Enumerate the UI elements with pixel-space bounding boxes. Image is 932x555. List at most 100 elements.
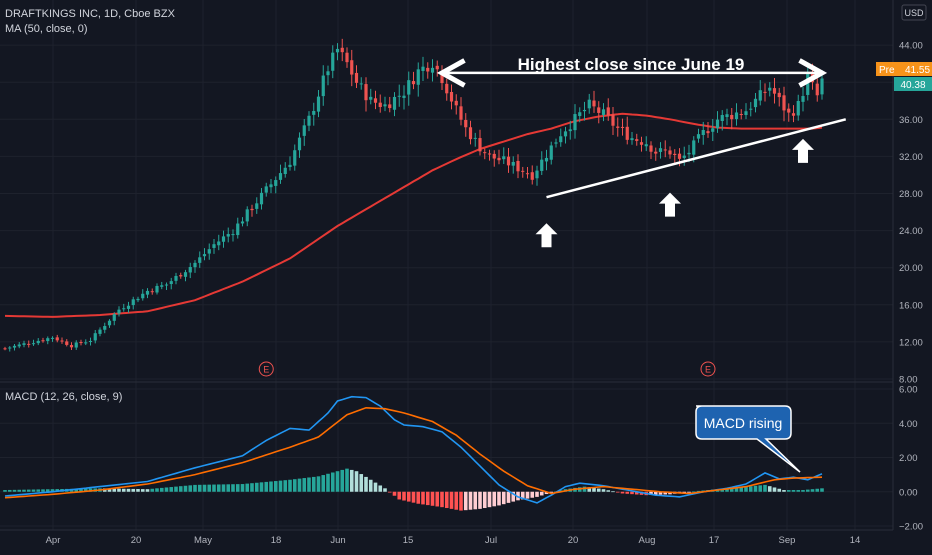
- candle-body: [388, 104, 392, 109]
- candle-body: [278, 173, 283, 180]
- candle: [554, 138, 558, 148]
- pre-market-price: 41.55: [905, 65, 930, 76]
- candle-body: [212, 244, 216, 248]
- macd-histogram-bar: [796, 490, 801, 492]
- candle-body: [530, 172, 534, 180]
- candle: [502, 147, 506, 165]
- candle: [525, 166, 530, 179]
- macd-callout-bubble: [695, 405, 801, 473]
- candle-body: [155, 285, 159, 293]
- candle: [60, 337, 64, 344]
- candle: [663, 140, 667, 158]
- candle: [696, 128, 701, 143]
- candle: [487, 149, 492, 161]
- candle-body: [654, 151, 658, 154]
- macd-histogram-bar: [601, 489, 606, 492]
- candle-body: [269, 184, 273, 188]
- candle-body: [193, 262, 197, 268]
- candle-body: [568, 129, 572, 132]
- candle-body: [606, 107, 610, 116]
- macd-histogram-bar: [26, 489, 31, 492]
- macd-histogram-bar: [311, 476, 316, 492]
- candle-body: [350, 60, 354, 75]
- candle: [122, 303, 126, 312]
- macd-histogram-bar: [691, 491, 696, 493]
- macd-histogram-bar: [273, 481, 278, 492]
- macd-callout-text: MACD rising: [704, 415, 783, 431]
- macd-histogram-bar: [430, 491, 435, 506]
- up-arrow-icon: [792, 138, 814, 163]
- macd-histogram-bar: [402, 491, 406, 501]
- candle-body: [50, 337, 55, 339]
- candle-body: [136, 298, 140, 301]
- candle-body: [692, 140, 696, 155]
- candle-body: [473, 137, 477, 139]
- candle: [160, 281, 164, 290]
- candle: [606, 98, 610, 121]
- currency-button[interactable]: USD: [901, 4, 927, 21]
- macd-histogram-bar: [753, 485, 758, 492]
- candle-body: [668, 150, 672, 155]
- candle-body: [658, 148, 663, 152]
- candle-body: [312, 110, 316, 115]
- macd-histogram-bar: [606, 490, 611, 492]
- candle-body: [283, 167, 287, 175]
- time-tick-label: May: [194, 535, 212, 546]
- candle: [392, 92, 397, 117]
- candle: [739, 109, 743, 120]
- macd-histogram-bar: [649, 491, 653, 496]
- macd-histogram-bar: [269, 481, 273, 492]
- macd-histogram-bar: [178, 486, 183, 492]
- candle-body: [511, 161, 515, 166]
- macd-histogram-bar: [254, 482, 259, 492]
- macd-histogram-bar: [259, 482, 264, 492]
- candle-body: [644, 144, 648, 147]
- candle-body: [402, 95, 406, 98]
- candle: [673, 149, 677, 164]
- candle-body: [611, 114, 615, 126]
- macd-histogram-bar: [729, 487, 734, 492]
- candle: [711, 119, 715, 142]
- earnings-marker-label: E: [705, 365, 711, 375]
- price-tick-label: 28.00: [899, 189, 923, 200]
- macd-histogram-bar: [535, 491, 539, 497]
- price-tick-label: 32.00: [899, 152, 923, 163]
- candle: [725, 108, 729, 126]
- candle-body: [554, 142, 558, 144]
- macd-histogram-bar: [159, 487, 164, 492]
- macd-histogram-bar: [216, 484, 221, 492]
- candle: [245, 206, 249, 227]
- candle-body: [483, 152, 487, 154]
- candle: [369, 88, 373, 105]
- candle: [426, 62, 430, 79]
- candle-body: [117, 309, 121, 314]
- macd-histogram-bar: [687, 491, 691, 493]
- candle-body: [673, 153, 677, 155]
- ma-legend: MA (50, close, 0): [5, 23, 88, 35]
- candle-body: [435, 65, 439, 70]
- macd-histogram-bar: [696, 490, 701, 492]
- candle: [782, 86, 786, 122]
- macd-histogram-bar: [169, 487, 174, 492]
- candle: [217, 234, 221, 251]
- macd-histogram-bar: [292, 479, 297, 492]
- candle-body: [502, 156, 506, 160]
- candle: [715, 111, 720, 133]
- time-tick-label: 15: [403, 535, 414, 546]
- macd-histogram-bar: [406, 491, 411, 502]
- macd-histogram-bar: [174, 486, 178, 492]
- candle: [411, 71, 416, 90]
- candle: [563, 126, 568, 144]
- macd-histogram-bar: [497, 491, 501, 506]
- macd-tick-label: 0.00: [899, 487, 918, 498]
- macd-histogram-bar: [663, 491, 668, 495]
- candle: [535, 165, 539, 186]
- candle: [22, 340, 26, 348]
- macd-histogram-bar: [36, 489, 41, 492]
- candle: [236, 217, 240, 239]
- candle-body: [302, 125, 306, 136]
- pre-market-tag: Pre: [879, 65, 895, 76]
- macd-legend: MACD (12, 26, close, 9): [5, 391, 122, 403]
- candle: [193, 260, 197, 273]
